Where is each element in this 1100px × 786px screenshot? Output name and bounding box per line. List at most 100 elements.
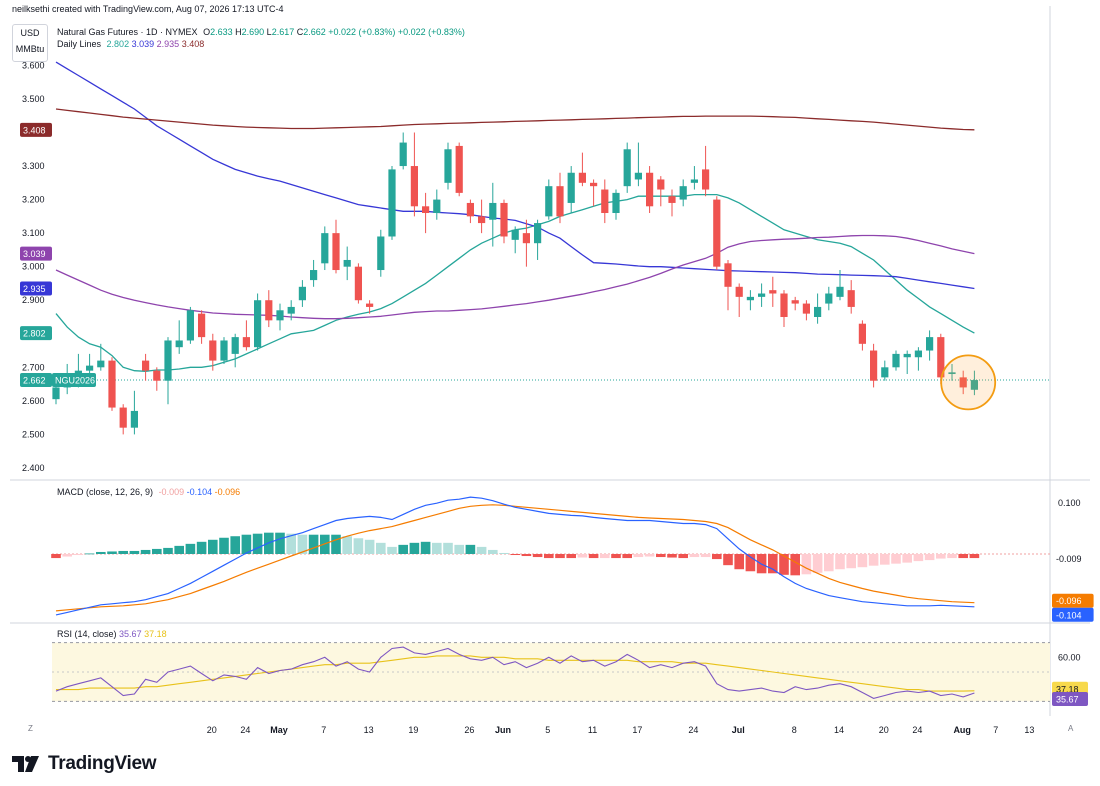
symbol-legend[interactable]: Natural Gas Futures · 1D · NYMEX O2.633 … — [57, 27, 465, 38]
candle — [926, 330, 934, 361]
candle — [220, 337, 228, 364]
candle-body — [332, 233, 340, 271]
candle — [959, 370, 967, 395]
ma-line-ma200 — [55, 108, 975, 131]
candle — [892, 350, 900, 371]
candle-body — [690, 179, 698, 183]
ma-line-ma20 — [55, 193, 975, 372]
candle — [265, 290, 273, 328]
price-tick-label: 3.500 — [22, 94, 45, 104]
candle-body — [276, 310, 284, 321]
candle — [153, 367, 161, 391]
ma-line-ma50 — [55, 61, 975, 290]
macd-histogram-bar — [152, 548, 162, 554]
macd-histogram-bar — [62, 554, 72, 557]
candle-body — [164, 340, 172, 381]
macd-legend[interactable]: MACD (close, 12, 26, 9) -0.009 -0.104 -0… — [57, 487, 240, 498]
symbol-name: Natural Gas Futures · 1D · NYMEX — [57, 27, 198, 37]
macd-histogram-bar — [140, 549, 151, 554]
rsi-title: RSI (14, close) — [57, 629, 117, 639]
tradingview-logo-icon — [12, 756, 39, 772]
macd-line-badge: -0.104 — [1052, 607, 1094, 622]
candle-body — [242, 337, 250, 348]
macd-histogram-bar — [196, 541, 207, 554]
candle-body — [735, 286, 743, 297]
candle — [937, 333, 945, 385]
candle-body — [769, 290, 777, 294]
candle-body — [366, 303, 374, 307]
ma50-badge: 2.935 — [20, 281, 52, 296]
tradingview-brand[interactable]: TradingView — [12, 751, 157, 777]
price-tick-label: 3.300 — [22, 161, 45, 171]
candle-body — [937, 337, 945, 378]
candle — [679, 179, 687, 207]
macd-histogram-bar — [499, 552, 509, 554]
macd-histogram-bar — [219, 537, 229, 554]
change-readout: +0.022 (+0.83%) — [328, 27, 396, 37]
candle — [433, 189, 441, 220]
candle-body — [836, 286, 844, 297]
candle — [130, 390, 138, 435]
candle — [612, 189, 620, 220]
candle — [511, 226, 519, 254]
candle-body — [399, 142, 407, 167]
currency-selector[interactable]: USD MMBtu — [12, 24, 48, 62]
candle — [366, 300, 374, 314]
rsi-ma-line — [56, 655, 975, 692]
candle-body — [612, 192, 620, 214]
candle-body — [914, 350, 922, 358]
price-tick-label: 2.400 — [22, 463, 45, 473]
x-tick-label: 24 — [240, 725, 250, 735]
macd-histogram-bar — [958, 554, 968, 559]
candle — [175, 320, 183, 354]
macd-histogram-bar — [510, 554, 520, 556]
macd-pane[interactable]: 0.100 -0.009 -0.096 -0.104 — [51, 496, 1094, 622]
macd-hist-value: -0.009 — [158, 487, 185, 497]
candle — [242, 320, 250, 351]
macd-histogram-bar — [364, 539, 375, 554]
macd-histogram-bar — [84, 553, 95, 555]
macd-histogram-bar — [230, 536, 240, 554]
macd-signal-line — [55, 504, 975, 612]
candle-body — [713, 199, 721, 267]
candle — [198, 310, 206, 344]
candle-body — [926, 337, 934, 351]
highlight-circle — [940, 354, 997, 411]
ma50-badge-box — [20, 281, 52, 296]
macd-histogram-bar — [924, 554, 935, 561]
candle-body — [455, 145, 463, 193]
macd-histogram-bar — [488, 549, 498, 554]
auto-scale-button[interactable]: A — [1068, 724, 1074, 733]
rsi-badge: 35.67 — [1052, 692, 1088, 707]
candle-body — [959, 377, 967, 388]
candle-body — [153, 370, 161, 381]
last-price-badge-text: 2.662 — [23, 376, 46, 386]
macd-histogram-bar — [913, 554, 924, 562]
x-tick-label: 7 — [993, 725, 998, 735]
candle — [903, 350, 911, 375]
macd-hist-badge: -0.009 — [1052, 551, 1094, 566]
daily-lines-legend[interactable]: Daily Lines 2.802 3.039 2.935 3.408 — [57, 39, 204, 50]
last-price-badge: 2.662 NGU2026 — [20, 373, 96, 388]
macd-histogram-bar — [644, 554, 655, 557]
candle-body — [556, 186, 564, 217]
timezone-button[interactable]: Z — [28, 724, 33, 733]
x-axis: 20 24 May 7 13 19 26 Jun 5 11 17 24 Jul 8 14 20 24 Aug 7 13 — [207, 725, 1035, 735]
price-pane[interactable]: 3.6003.5003.4003.3003.2003.1003.0002.900… — [20, 60, 1050, 473]
macd-histogram-bar — [376, 542, 386, 554]
x-tick-label: 13 — [364, 725, 374, 735]
x-tick-label: 17 — [632, 725, 642, 735]
candle-body — [903, 353, 911, 358]
macd-histogram-bar — [947, 554, 957, 559]
candle — [836, 270, 844, 301]
x-tick-label: 24 — [688, 725, 698, 735]
macd-hist-badge-box — [1052, 551, 1094, 566]
candle-body — [343, 259, 351, 267]
rsi-legend[interactable]: RSI (14, close) 35.67 37.18 — [57, 629, 167, 640]
candle-body — [601, 189, 609, 214]
rsi-value: 35.67 — [119, 629, 142, 639]
candle — [802, 300, 810, 321]
macd-histogram-bar — [857, 554, 868, 568]
